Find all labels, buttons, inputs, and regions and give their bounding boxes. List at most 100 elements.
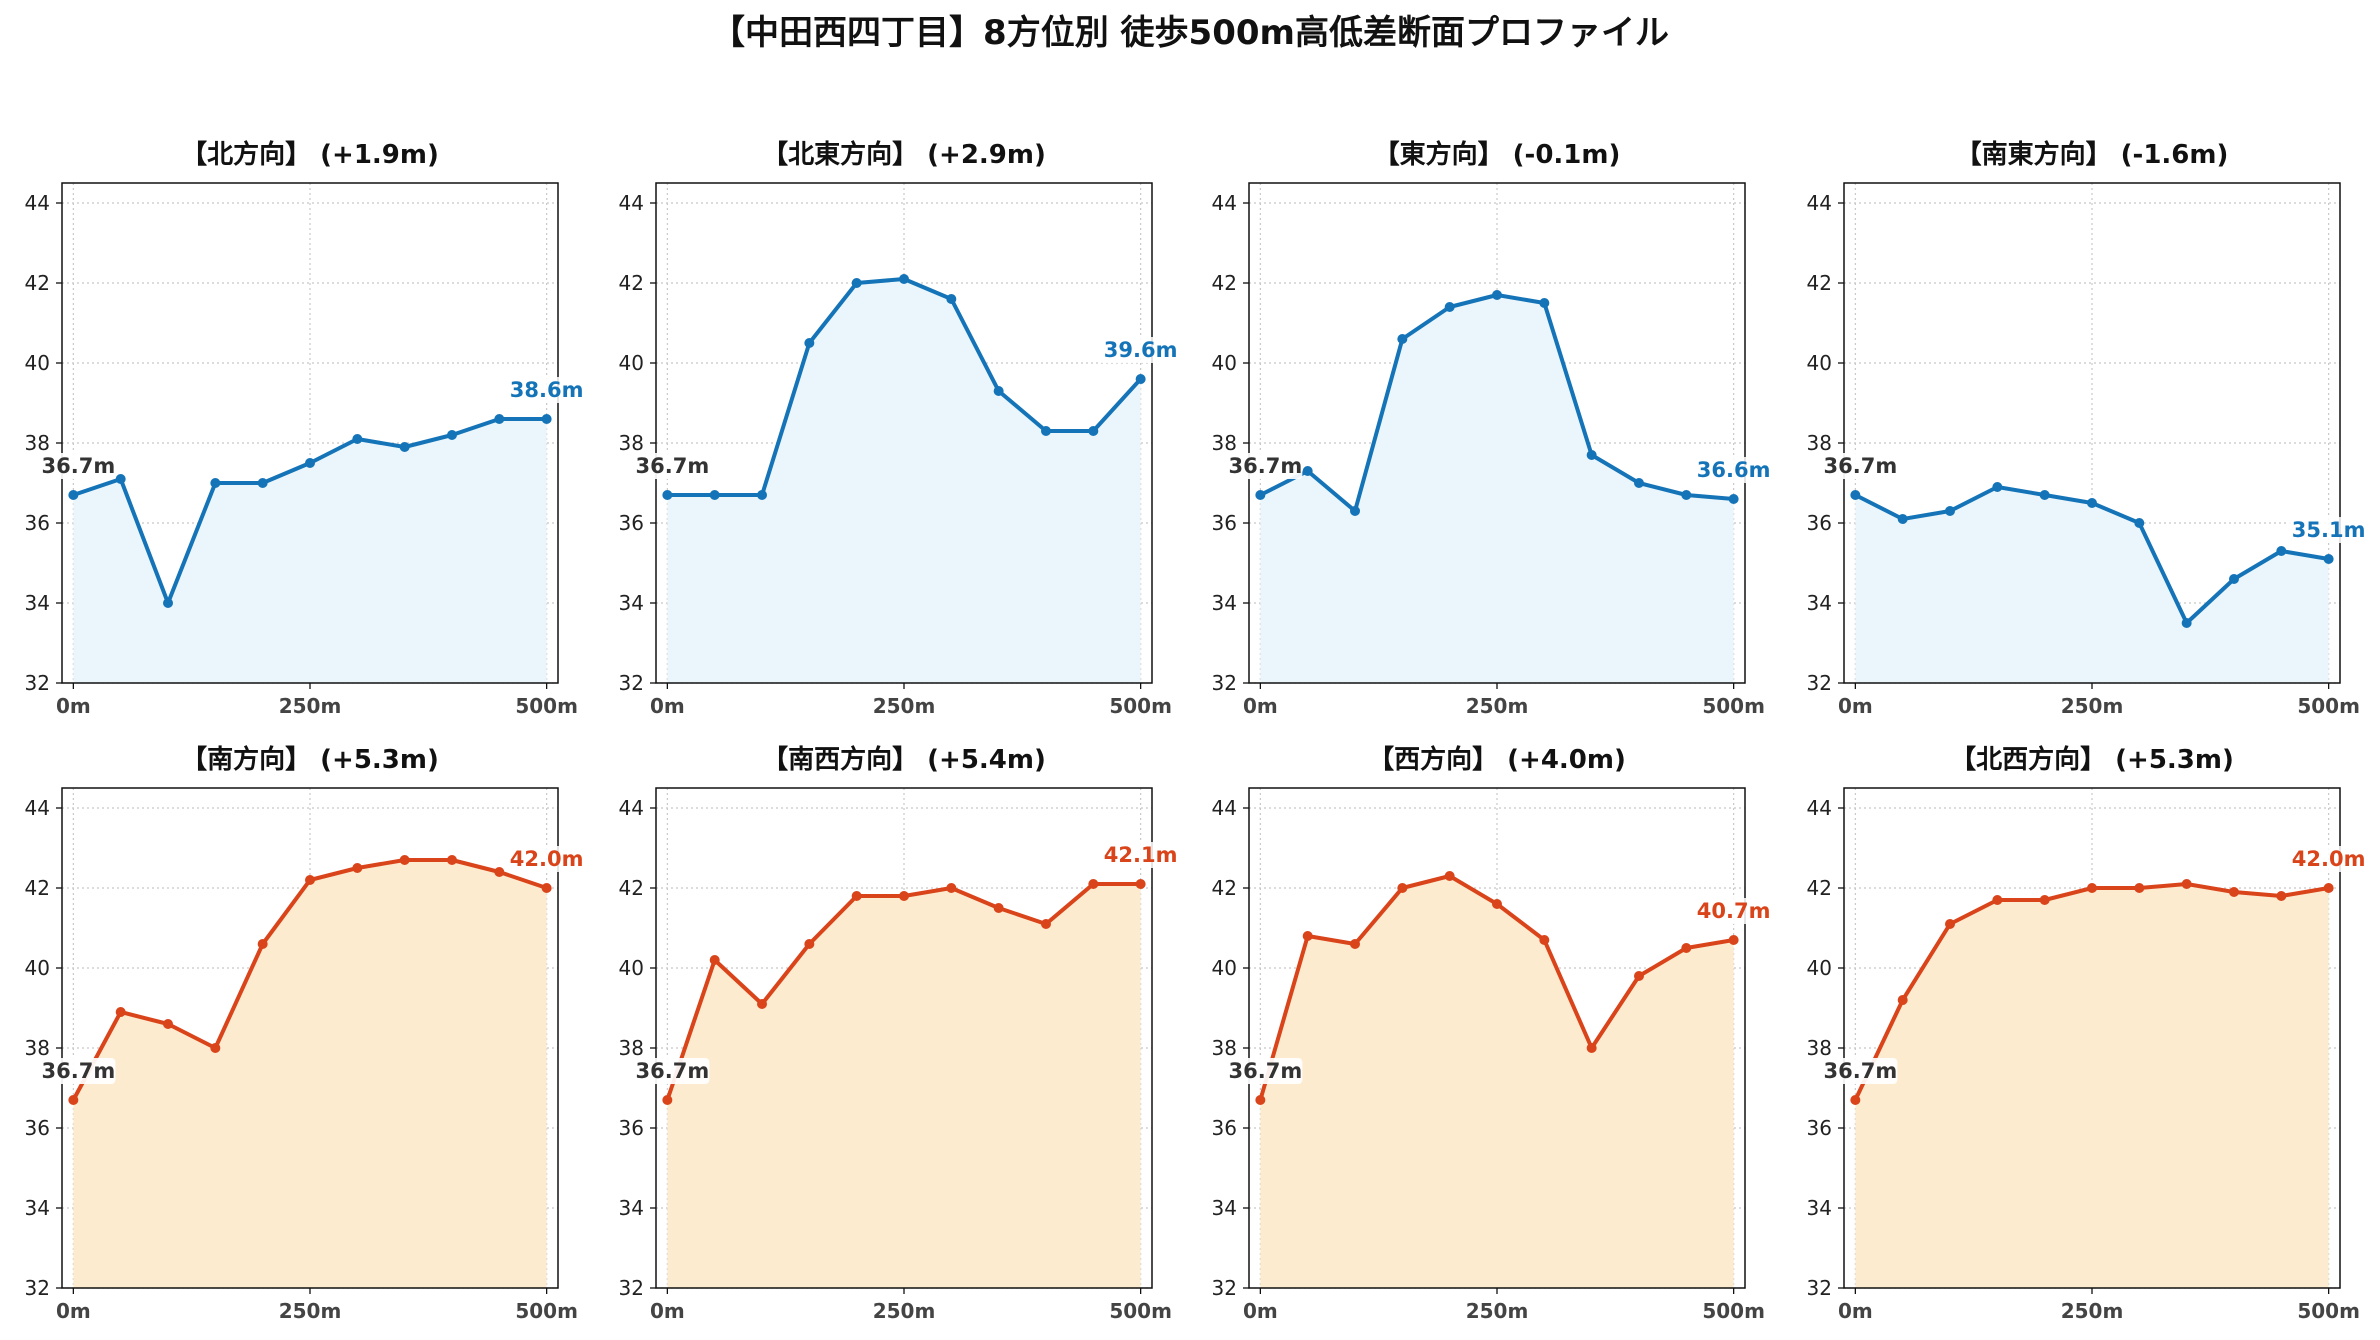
data-point xyxy=(541,414,552,424)
elevation-area xyxy=(1260,295,1734,683)
data-point xyxy=(1135,374,1146,384)
data-point xyxy=(662,1095,673,1105)
y-tick-label: 40 xyxy=(1807,956,1832,980)
x-tick-label: 0m xyxy=(1838,1299,1873,1323)
x-tick-label: 500m xyxy=(1109,694,1172,718)
y-tick-label: 34 xyxy=(1807,591,1832,615)
y-tick-label: 42 xyxy=(619,876,644,900)
data-point xyxy=(1945,506,1956,516)
data-point xyxy=(305,458,315,468)
x-tick-label: 500m xyxy=(515,694,578,718)
y-tick-label: 38 xyxy=(1212,1036,1237,1060)
y-tick-label: 34 xyxy=(1807,1196,1832,1220)
panel-title: 【北東方向】 (+2.9m) xyxy=(762,139,1046,170)
data-point xyxy=(1539,935,1550,945)
end-elevation-label: 40.7m xyxy=(1697,899,1771,923)
data-point xyxy=(115,1007,126,1017)
data-point xyxy=(1088,879,1099,889)
data-point xyxy=(804,939,815,949)
start-label-box xyxy=(1228,1058,1303,1084)
y-tick-label: 44 xyxy=(1212,796,1237,820)
y-tick-label: 32 xyxy=(1807,671,1832,695)
data-point xyxy=(709,955,720,965)
x-tick-label: 500m xyxy=(1702,694,1765,718)
data-point xyxy=(68,1095,79,1105)
elevation-panel: 【南方向】 (+5.3m) 32 34 36 38 40 42 44 0m 250m 500m 36.… xyxy=(25,744,589,1323)
y-tick-label: 38 xyxy=(25,1036,50,1060)
y-tick-label: 44 xyxy=(1807,191,1832,215)
data-point xyxy=(2276,546,2287,556)
data-point xyxy=(1255,490,1266,500)
data-point xyxy=(1728,494,1739,504)
start-label-box xyxy=(635,453,710,479)
x-tick-label: 0m xyxy=(650,694,685,718)
x-tick-label: 250m xyxy=(279,1299,342,1323)
data-point xyxy=(2228,574,2239,584)
start-label-box xyxy=(41,1058,116,1084)
data-point xyxy=(2134,518,2145,528)
data-point xyxy=(1444,302,1455,312)
data-point xyxy=(115,474,126,484)
start-elevation-label: 36.7m xyxy=(42,1059,116,1083)
data-point xyxy=(305,875,315,885)
data-point xyxy=(1897,995,1908,1005)
data-point xyxy=(1040,426,1051,436)
elevation-panel: 【北東方向】 (+2.9m) 32 34 36 38 40 42 44 0m 250m 500m 36… xyxy=(619,139,1183,718)
end-elevation-label: 35.1m xyxy=(2292,518,2366,542)
y-tick-label: 36 xyxy=(1212,511,1237,535)
end-label-box xyxy=(2286,517,2371,543)
data-point xyxy=(1135,879,1146,889)
elevation-area xyxy=(1855,487,2329,683)
y-tick-label: 36 xyxy=(1807,511,1832,535)
y-tick-label: 34 xyxy=(619,591,644,615)
data-point xyxy=(1397,334,1408,344)
data-point xyxy=(899,274,909,284)
data-point xyxy=(1945,919,1956,929)
data-point xyxy=(399,442,410,452)
x-tick-label: 500m xyxy=(1109,1299,1172,1323)
data-point xyxy=(210,478,221,488)
data-point xyxy=(399,855,410,865)
data-point xyxy=(899,891,909,901)
data-point xyxy=(352,434,363,444)
y-tick-label: 44 xyxy=(1807,796,1832,820)
x-tick-label: 0m xyxy=(1243,1299,1278,1323)
data-point xyxy=(1040,919,1051,929)
data-point xyxy=(662,490,673,500)
data-point xyxy=(2039,895,2050,905)
data-point xyxy=(1088,426,1099,436)
x-tick-label: 250m xyxy=(1466,694,1529,718)
data-point xyxy=(2087,883,2097,893)
y-tick-label: 38 xyxy=(619,1036,644,1060)
y-tick-label: 44 xyxy=(25,796,50,820)
y-tick-label: 40 xyxy=(25,351,50,375)
y-tick-label: 44 xyxy=(25,191,50,215)
end-label-box xyxy=(1098,842,1183,868)
start-label-box xyxy=(41,453,116,479)
start-elevation-label: 36.7m xyxy=(1824,454,1898,478)
y-tick-label: 44 xyxy=(619,191,644,215)
data-point xyxy=(541,883,552,893)
data-point xyxy=(257,939,268,949)
data-point xyxy=(352,863,363,873)
elevation-area xyxy=(1855,884,2329,1288)
panel-title: 【北方向】 (+1.9m) xyxy=(181,139,439,170)
data-point xyxy=(1681,490,1692,500)
start-elevation-label: 36.7m xyxy=(1824,1059,1898,1083)
x-tick-label: 0m xyxy=(650,1299,685,1323)
x-tick-label: 500m xyxy=(1702,1299,1765,1323)
data-point xyxy=(210,1043,221,1053)
data-point xyxy=(1586,1043,1597,1053)
data-point xyxy=(2087,498,2097,508)
x-tick-label: 500m xyxy=(2297,694,2360,718)
y-tick-label: 38 xyxy=(25,431,50,455)
start-elevation-label: 36.7m xyxy=(1229,454,1303,478)
y-tick-label: 38 xyxy=(1212,431,1237,455)
data-point xyxy=(2323,883,2334,893)
data-point xyxy=(1397,883,1408,893)
end-elevation-label: 42.1m xyxy=(1104,843,1178,867)
x-tick-label: 0m xyxy=(56,694,91,718)
data-point xyxy=(1633,971,1644,981)
elevation-area xyxy=(73,419,547,683)
y-tick-label: 36 xyxy=(619,511,644,535)
